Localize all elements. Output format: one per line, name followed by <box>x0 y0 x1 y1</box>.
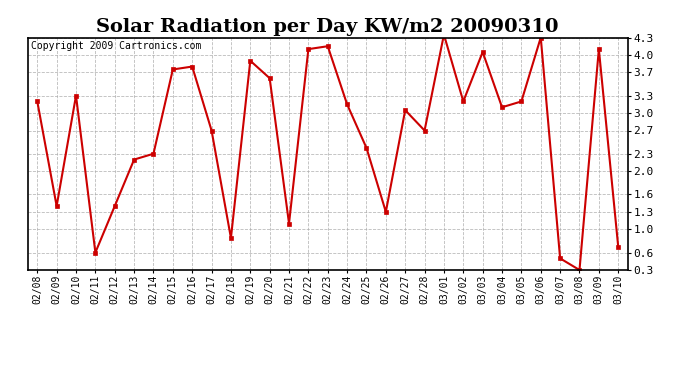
Text: Copyright 2009 Cartronics.com: Copyright 2009 Cartronics.com <box>30 41 201 51</box>
Title: Solar Radiation per Day KW/m2 20090310: Solar Radiation per Day KW/m2 20090310 <box>97 18 559 36</box>
